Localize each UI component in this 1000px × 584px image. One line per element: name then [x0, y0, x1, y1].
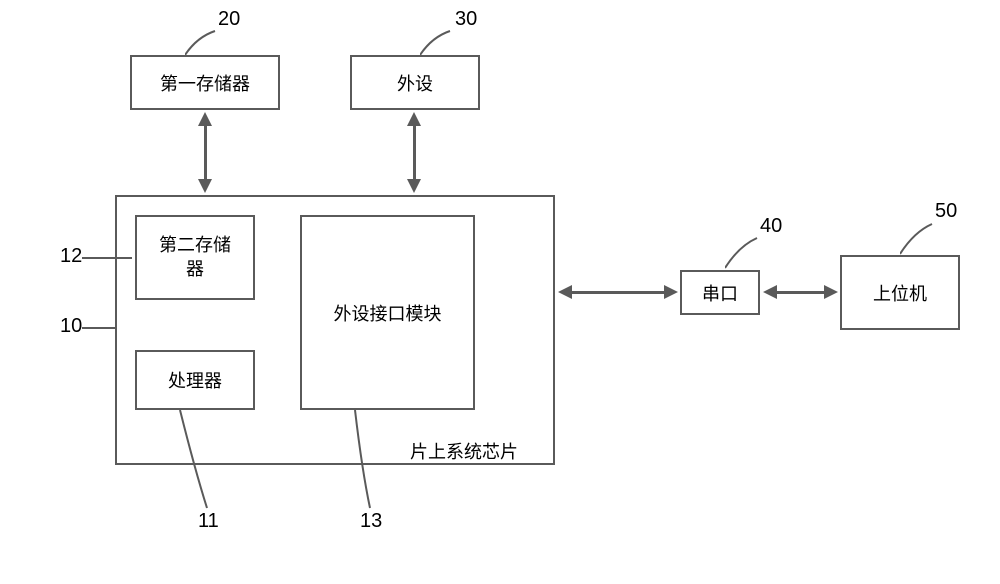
label-10: 10: [60, 315, 82, 338]
leader-40: [725, 232, 770, 272]
host-box: 上位机: [840, 255, 960, 330]
first-storage-label: 第一存储器: [160, 70, 250, 96]
arrow-soc-serial: [571, 291, 666, 294]
arrow-storage-soc-up: [198, 112, 212, 126]
arrow-soc-serial-right: [664, 285, 678, 299]
interface-module-label: 外设接口模块: [334, 300, 442, 326]
label-11: 11: [198, 510, 219, 533]
interface-module-box: 外设接口模块: [300, 215, 475, 410]
leader-50: [900, 218, 945, 258]
peripheral-box: 外设: [350, 55, 480, 110]
arrow-serial-host: [776, 291, 826, 294]
peripheral-label: 外设: [397, 70, 433, 96]
first-storage-box: 第一存储器: [130, 55, 280, 110]
serial-port-box: 串口: [680, 270, 760, 315]
processor-box: 处理器: [135, 350, 255, 410]
host-label: 上位机: [873, 280, 927, 306]
arrow-peripheral-soc-up: [407, 112, 421, 126]
arrow-serial-host-right: [824, 285, 838, 299]
leader-30: [420, 25, 465, 60]
leader-20: [185, 25, 230, 60]
processor-label: 处理器: [168, 367, 222, 393]
second-storage-box: 第二存储 器: [135, 215, 255, 300]
leader-11: [175, 410, 220, 510]
arrow-peripheral-soc-down: [407, 179, 421, 193]
serial-port-label: 串口: [702, 280, 738, 306]
leader-10: [82, 322, 122, 340]
arrow-soc-serial-left: [558, 285, 572, 299]
label-12: 12: [60, 245, 82, 268]
label-13: 13: [360, 510, 382, 533]
arrow-storage-soc: [204, 124, 207, 181]
leader-13: [350, 410, 385, 510]
arrow-peripheral-soc: [413, 124, 416, 181]
second-storage-label: 第二存储 器: [159, 234, 231, 281]
arrow-serial-host-left: [763, 285, 777, 299]
leader-12: [82, 252, 137, 270]
arrow-storage-soc-down: [198, 179, 212, 193]
soc-container-label: 片上系统芯片: [410, 438, 518, 464]
